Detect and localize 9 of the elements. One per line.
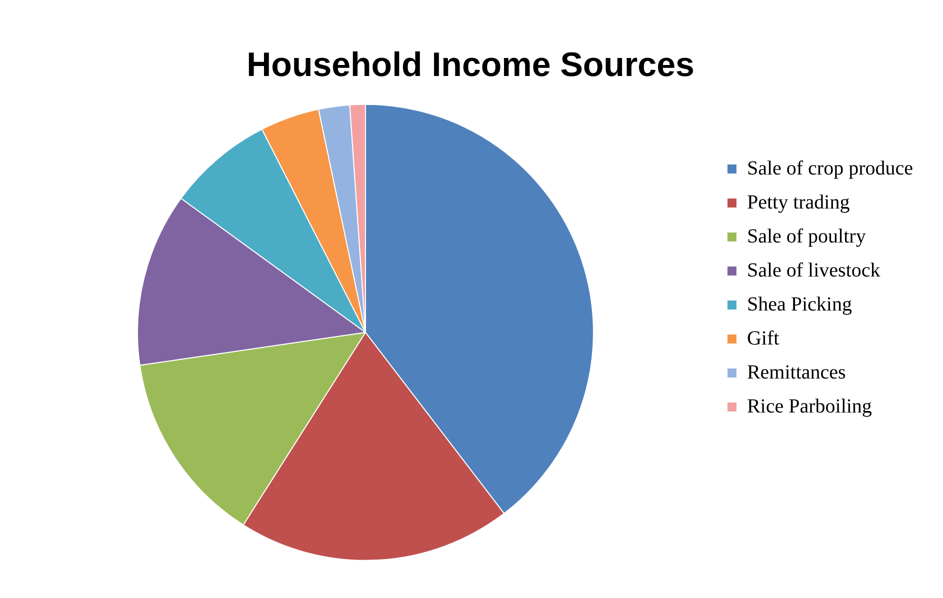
chart-title: Household Income Sources <box>246 46 694 84</box>
legend-label: Shea Picking <box>746 293 852 316</box>
legend-label: Petty trading <box>746 191 850 214</box>
legend-label: Remittances <box>746 361 846 384</box>
legend-label: Rice Parboiling <box>746 395 872 418</box>
legend-label: Sale of poultry <box>746 225 866 248</box>
legend-label: Sale of livestock <box>746 259 880 282</box>
legend-label: Gift <box>746 327 780 350</box>
legend-label: Sale of crop produce <box>746 157 914 180</box>
